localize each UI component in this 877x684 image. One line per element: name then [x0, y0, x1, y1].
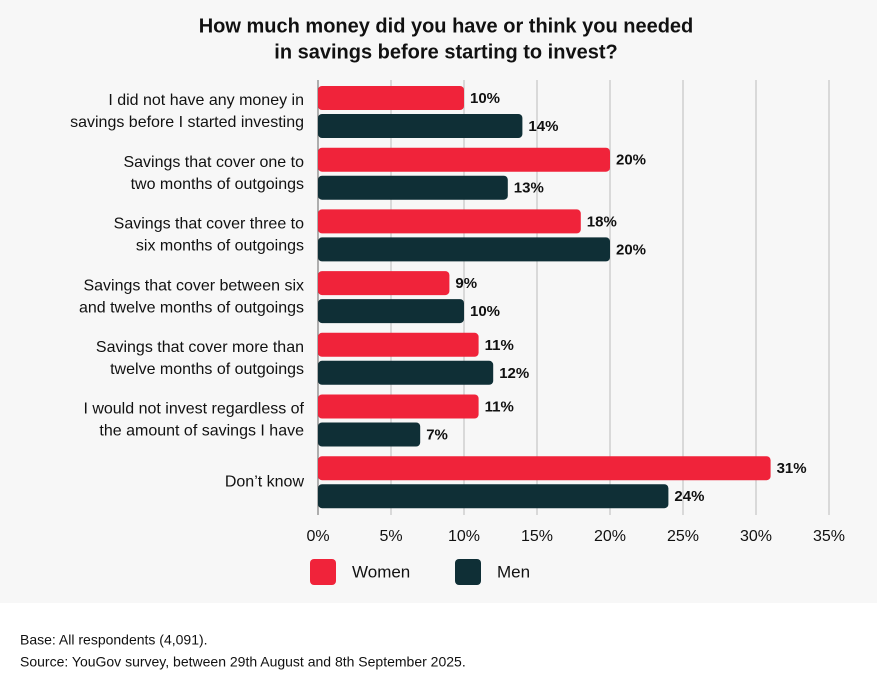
bar [318, 422, 421, 447]
category-label: Savings that cover one to [123, 154, 304, 171]
bar [318, 394, 479, 419]
category-label: Don’t know [225, 473, 305, 490]
category-label: twelve months of outgoings [110, 361, 304, 378]
x-tick-label: 5% [379, 528, 402, 545]
value-label: 13% [514, 180, 544, 197]
footer-note: Base: All respondents (4,091). [20, 632, 208, 648]
value-label: 20% [616, 152, 646, 169]
bar [318, 299, 464, 324]
value-label: 20% [616, 241, 646, 258]
value-label: 14% [528, 118, 558, 135]
x-tick-label: 0% [306, 528, 329, 545]
bar [318, 175, 508, 200]
value-label: 10% [470, 90, 500, 107]
value-label: 10% [470, 303, 500, 320]
value-label: 7% [426, 426, 448, 443]
category-label: Savings that cover between six [83, 277, 304, 294]
bar [318, 484, 669, 509]
value-label: 24% [674, 488, 704, 505]
legend-swatch [455, 559, 481, 585]
bar [318, 360, 494, 385]
legend-swatch [310, 559, 336, 585]
category-label: six months of outgoings [136, 238, 304, 255]
bar [318, 332, 479, 357]
chart-title: How much money did you have or think you… [199, 15, 694, 37]
chart-title: in savings before starting to invest? [274, 41, 617, 63]
value-label: 18% [587, 213, 617, 230]
category-label: the amount of savings I have [99, 423, 304, 440]
x-tick-label: 30% [740, 528, 772, 545]
bar [318, 86, 464, 110]
bar [318, 209, 581, 234]
legend-label: Men [497, 562, 530, 581]
x-tick-label: 25% [667, 528, 699, 545]
value-label: 11% [485, 398, 514, 415]
category-label: I would not invest regardless of [83, 401, 304, 418]
bar [318, 237, 610, 262]
category-label: two months of outgoings [131, 176, 304, 193]
x-tick-label: 15% [521, 528, 553, 545]
bar [318, 114, 523, 138]
bar [318, 456, 771, 481]
category-label: and twelve months of outgoings [79, 299, 304, 316]
category-label: Savings that cover three to [114, 216, 304, 233]
x-tick-label: 35% [813, 528, 845, 545]
value-label: 12% [499, 365, 529, 382]
value-label: 31% [777, 460, 807, 477]
legend-label: Women [352, 562, 410, 581]
category-label: Savings that cover more than [96, 339, 304, 356]
category-label: savings before I started investing [70, 114, 304, 131]
category-label: I did not have any money in [108, 92, 304, 109]
bar [318, 271, 450, 296]
footer-note: Source: YouGov survey, between 29th Augu… [20, 654, 466, 670]
x-tick-label: 10% [448, 528, 480, 545]
bar [318, 147, 610, 172]
value-label: 11% [485, 337, 514, 354]
x-tick-label: 20% [594, 528, 626, 545]
value-label: 9% [455, 275, 477, 292]
